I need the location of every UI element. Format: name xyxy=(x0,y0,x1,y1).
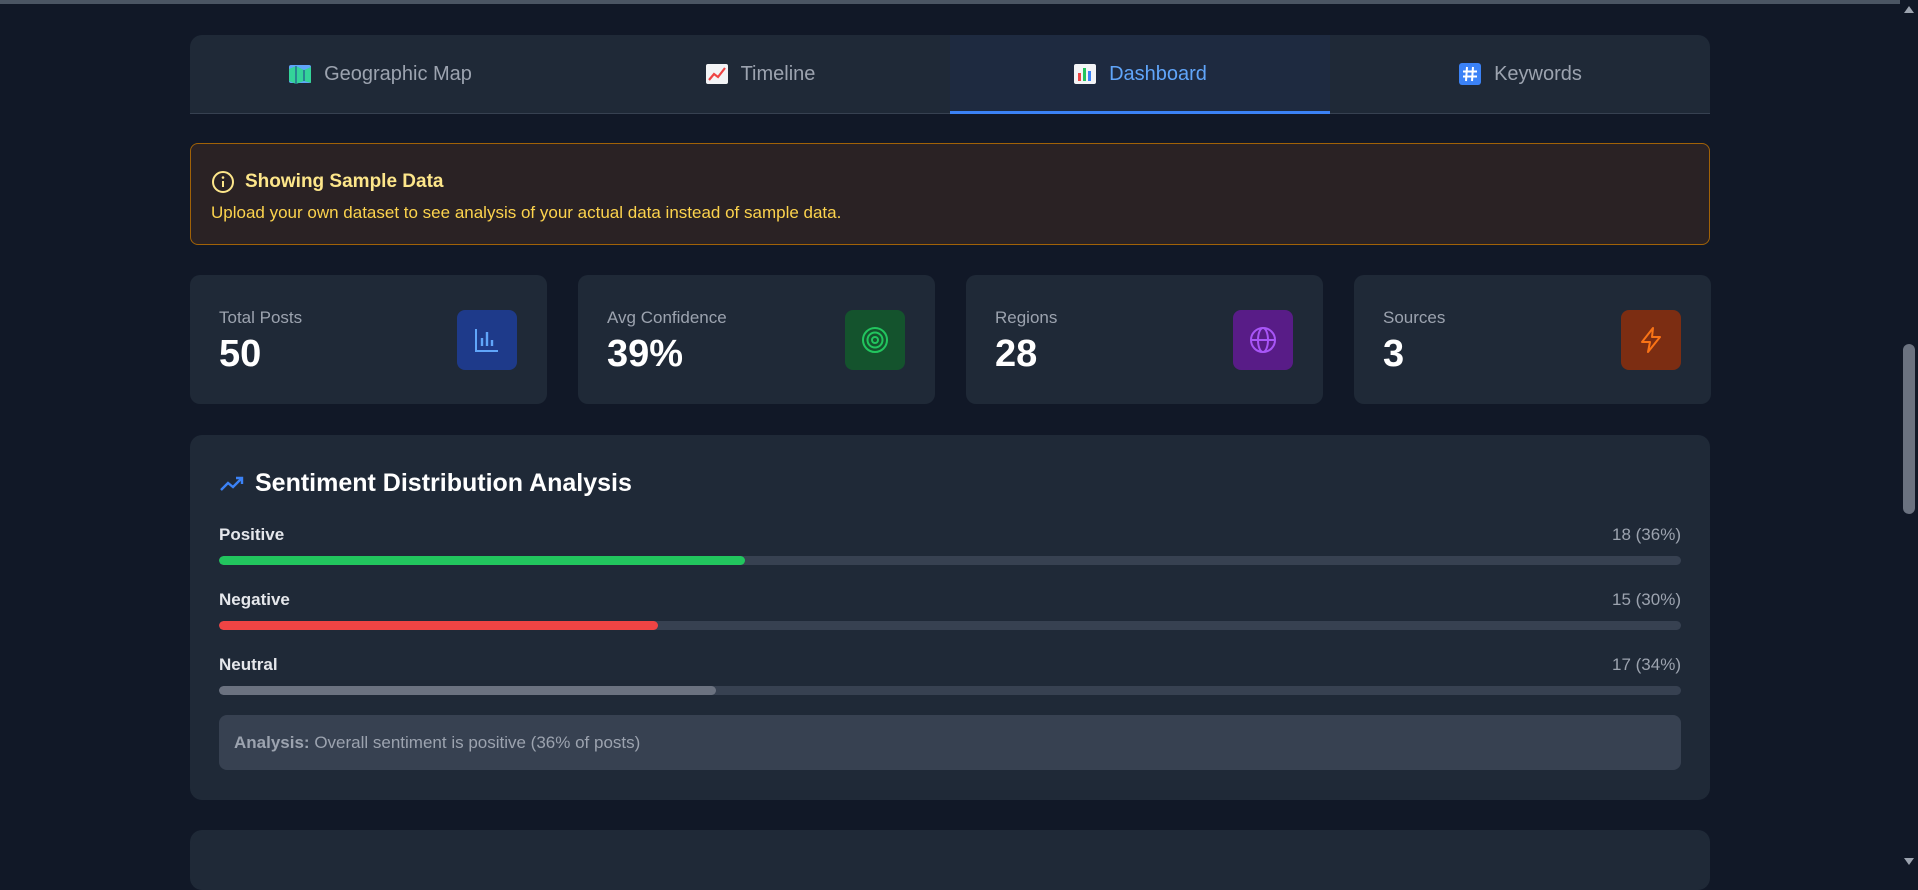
progress-fill-positive xyxy=(219,556,746,565)
map-icon xyxy=(289,65,312,84)
notice-title: Showing Sample Data xyxy=(211,170,443,194)
lightning-icon xyxy=(1641,327,1661,353)
tab-label: Geographic Map xyxy=(324,62,472,85)
stat-label: Regions xyxy=(995,308,1058,327)
bar-chart-icon xyxy=(475,329,498,352)
window-top-border xyxy=(0,0,1918,4)
trending-up-icon xyxy=(220,476,244,491)
stat-card-regions: Regions 28 xyxy=(966,275,1323,404)
tab-timeline[interactable]: Timeline xyxy=(570,35,950,113)
chart-increasing-icon xyxy=(705,64,728,84)
next-panel xyxy=(190,830,1710,890)
sentiment-label-neutral: Neutral xyxy=(219,655,278,674)
panel-title-text: Sentiment Distribution Analysis xyxy=(255,469,632,497)
stat-icon-box xyxy=(845,310,905,370)
stat-icon-box xyxy=(457,310,517,370)
view-tabs: Geographic Map Timeline Dashboard Keyw xyxy=(190,35,1710,114)
scroll-down-arrow-icon[interactable] xyxy=(1904,858,1914,865)
stat-label: Avg Confidence xyxy=(607,308,727,327)
analysis-text: Analysis: Overall sentiment is positive … xyxy=(234,733,640,753)
scrollbar[interactable] xyxy=(1900,0,1918,871)
stat-icon-box xyxy=(1233,310,1293,370)
stat-card-sources: Sources 3 xyxy=(1354,275,1711,404)
info-icon xyxy=(212,171,234,193)
sentiment-label-positive: Positive xyxy=(219,525,285,544)
panel-title: Sentiment Distribution Analysis xyxy=(219,469,632,498)
hashtag-icon xyxy=(1459,63,1482,85)
tab-keywords[interactable]: Keywords xyxy=(1330,35,1710,113)
sentiment-label-negative: Negative xyxy=(219,590,290,609)
stat-label: Sources xyxy=(1383,308,1446,327)
tab-geographic-map[interactable]: Geographic Map xyxy=(190,35,570,113)
sentiment-distribution-panel: Sentiment Distribution Analysis Positive… xyxy=(190,435,1710,800)
tab-label: Timeline xyxy=(740,62,816,85)
sample-data-notice: Showing Sample Data Upload your own data… xyxy=(190,143,1710,245)
progress-fill-neutral xyxy=(219,686,717,695)
scroll-up-arrow-icon[interactable] xyxy=(1904,6,1914,13)
notice-text: Upload your own dataset to see analysis … xyxy=(211,203,842,222)
stat-value: 3 xyxy=(1383,333,1405,375)
sentiment-value-neutral: 17 (34%) xyxy=(1612,655,1681,674)
tab-label: Dashboard xyxy=(1109,62,1207,85)
stat-value: 50 xyxy=(219,333,262,375)
bar-chart-icon xyxy=(1074,64,1097,84)
tab-label: Keywords xyxy=(1494,62,1582,85)
stat-card-total-posts: Total Posts 50 xyxy=(190,275,547,404)
analysis-body: Overall sentiment is positive (36% of po… xyxy=(309,733,641,752)
progress-track xyxy=(219,556,1681,565)
stat-value: 39% xyxy=(607,333,684,375)
scrollbar-thumb[interactable] xyxy=(1903,344,1915,514)
target-icon xyxy=(862,327,888,353)
stat-label: Total Posts xyxy=(219,308,303,327)
progress-track xyxy=(219,686,1681,695)
sentiment-value-negative: 15 (30%) xyxy=(1612,590,1681,609)
stat-card-avg-confidence: Avg Confidence 39% xyxy=(578,275,935,404)
stat-icon-box xyxy=(1621,310,1681,370)
analysis-label: Analysis: xyxy=(234,733,310,752)
globe-icon xyxy=(1250,327,1276,353)
analysis-summary: Analysis: Overall sentiment is positive … xyxy=(219,715,1681,770)
progress-fill-negative xyxy=(219,621,658,630)
notice-title-text: Showing Sample Data xyxy=(245,171,444,192)
stat-value: 28 xyxy=(995,333,1038,375)
sentiment-value-positive: 18 (36%) xyxy=(1612,525,1681,544)
progress-track xyxy=(219,621,1681,630)
tab-dashboard[interactable]: Dashboard xyxy=(950,35,1330,114)
